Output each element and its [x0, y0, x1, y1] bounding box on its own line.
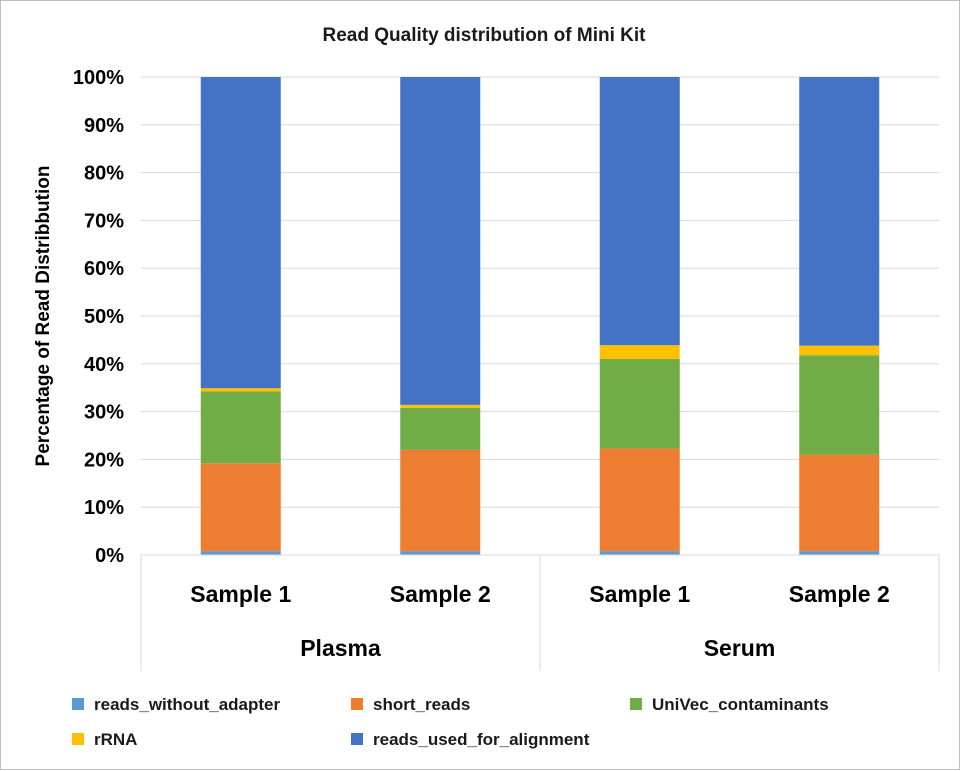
bar-segment-rrna: [200, 388, 281, 392]
bar-segment-univec-contaminants: [200, 391, 281, 464]
bar-segment-short-reads: [599, 448, 680, 552]
bar-segment-short-reads: [799, 454, 880, 552]
legend-label: short_reads: [373, 695, 470, 714]
bar-segment-reads-without-adapter: [200, 551, 281, 555]
y-tick-label: 80%: [84, 163, 124, 185]
bar-segment-univec-contaminants: [400, 407, 481, 450]
y-tick-label: 60%: [84, 258, 124, 280]
bars: [200, 77, 880, 555]
y-tick-label: 20%: [84, 449, 124, 471]
x-axis: Sample 1 Sample 2 Sample 1 Sample 2 Plasma Se…: [140, 554, 940, 671]
x-tick-label: Sample 2: [390, 581, 491, 607]
bar-segment-reads-used-for-alignment: [599, 77, 680, 346]
legend-label: reads_without_adapter: [94, 695, 280, 714]
y-tick-label: 50%: [84, 306, 124, 328]
y-tick-label: 90%: [84, 115, 124, 137]
x-tick-label: Sample 2: [789, 581, 890, 607]
x-tick-label: Sample 1: [589, 581, 690, 607]
bar-segment-reads-used-for-alignment: [799, 77, 880, 346]
y-axis-ticks: 0% 10% 20% 30% 40% 50% 60% 70% 80% 90% 100%: [73, 67, 124, 567]
bar-segment-reads-without-adapter: [599, 551, 680, 555]
legend-swatch: [351, 733, 363, 745]
bar-segment-reads-used-for-alignment: [400, 77, 481, 405]
bar-segment-short-reads: [200, 463, 281, 552]
y-tick-label: 10%: [84, 497, 124, 519]
legend-swatch: [630, 698, 642, 710]
x-tick-label: Sample 1: [190, 581, 291, 607]
x-group-label: Serum: [704, 635, 776, 661]
chart-title: Read Quality distribution of Mini Kit: [323, 25, 647, 46]
bar-segment-univec-contaminants: [799, 355, 880, 455]
bar-segment-reads-without-adapter: [400, 551, 481, 555]
bar-segment-univec-contaminants: [599, 359, 680, 449]
bar-segment-rrna: [799, 345, 880, 356]
legend: reads_without_adapter short_reads UniVec_c…: [72, 695, 829, 749]
bar-segment-rrna: [599, 345, 680, 360]
bar-segment-rrna: [400, 404, 481, 408]
legend-swatch: [72, 698, 84, 710]
y-tick-label: 30%: [84, 402, 124, 424]
y-tick-label: 100%: [73, 67, 124, 89]
y-tick-label: 0%: [95, 545, 124, 567]
y-axis-label: Percentage of Read Distribbution: [33, 166, 54, 467]
bar-segment-reads-without-adapter: [799, 551, 880, 555]
y-tick-label: 40%: [84, 354, 124, 376]
y-tick-label: 70%: [84, 210, 124, 232]
legend-label: rRNA: [94, 730, 137, 749]
legend-swatch: [72, 733, 84, 745]
legend-label: UniVec_contaminants: [652, 695, 829, 714]
x-group-label: Plasma: [300, 635, 381, 661]
legend-label: reads_used_for_alignment: [373, 730, 590, 749]
bar-segment-short-reads: [400, 449, 481, 552]
bar-segment-reads-used-for-alignment: [200, 77, 281, 389]
legend-swatch: [351, 698, 363, 710]
